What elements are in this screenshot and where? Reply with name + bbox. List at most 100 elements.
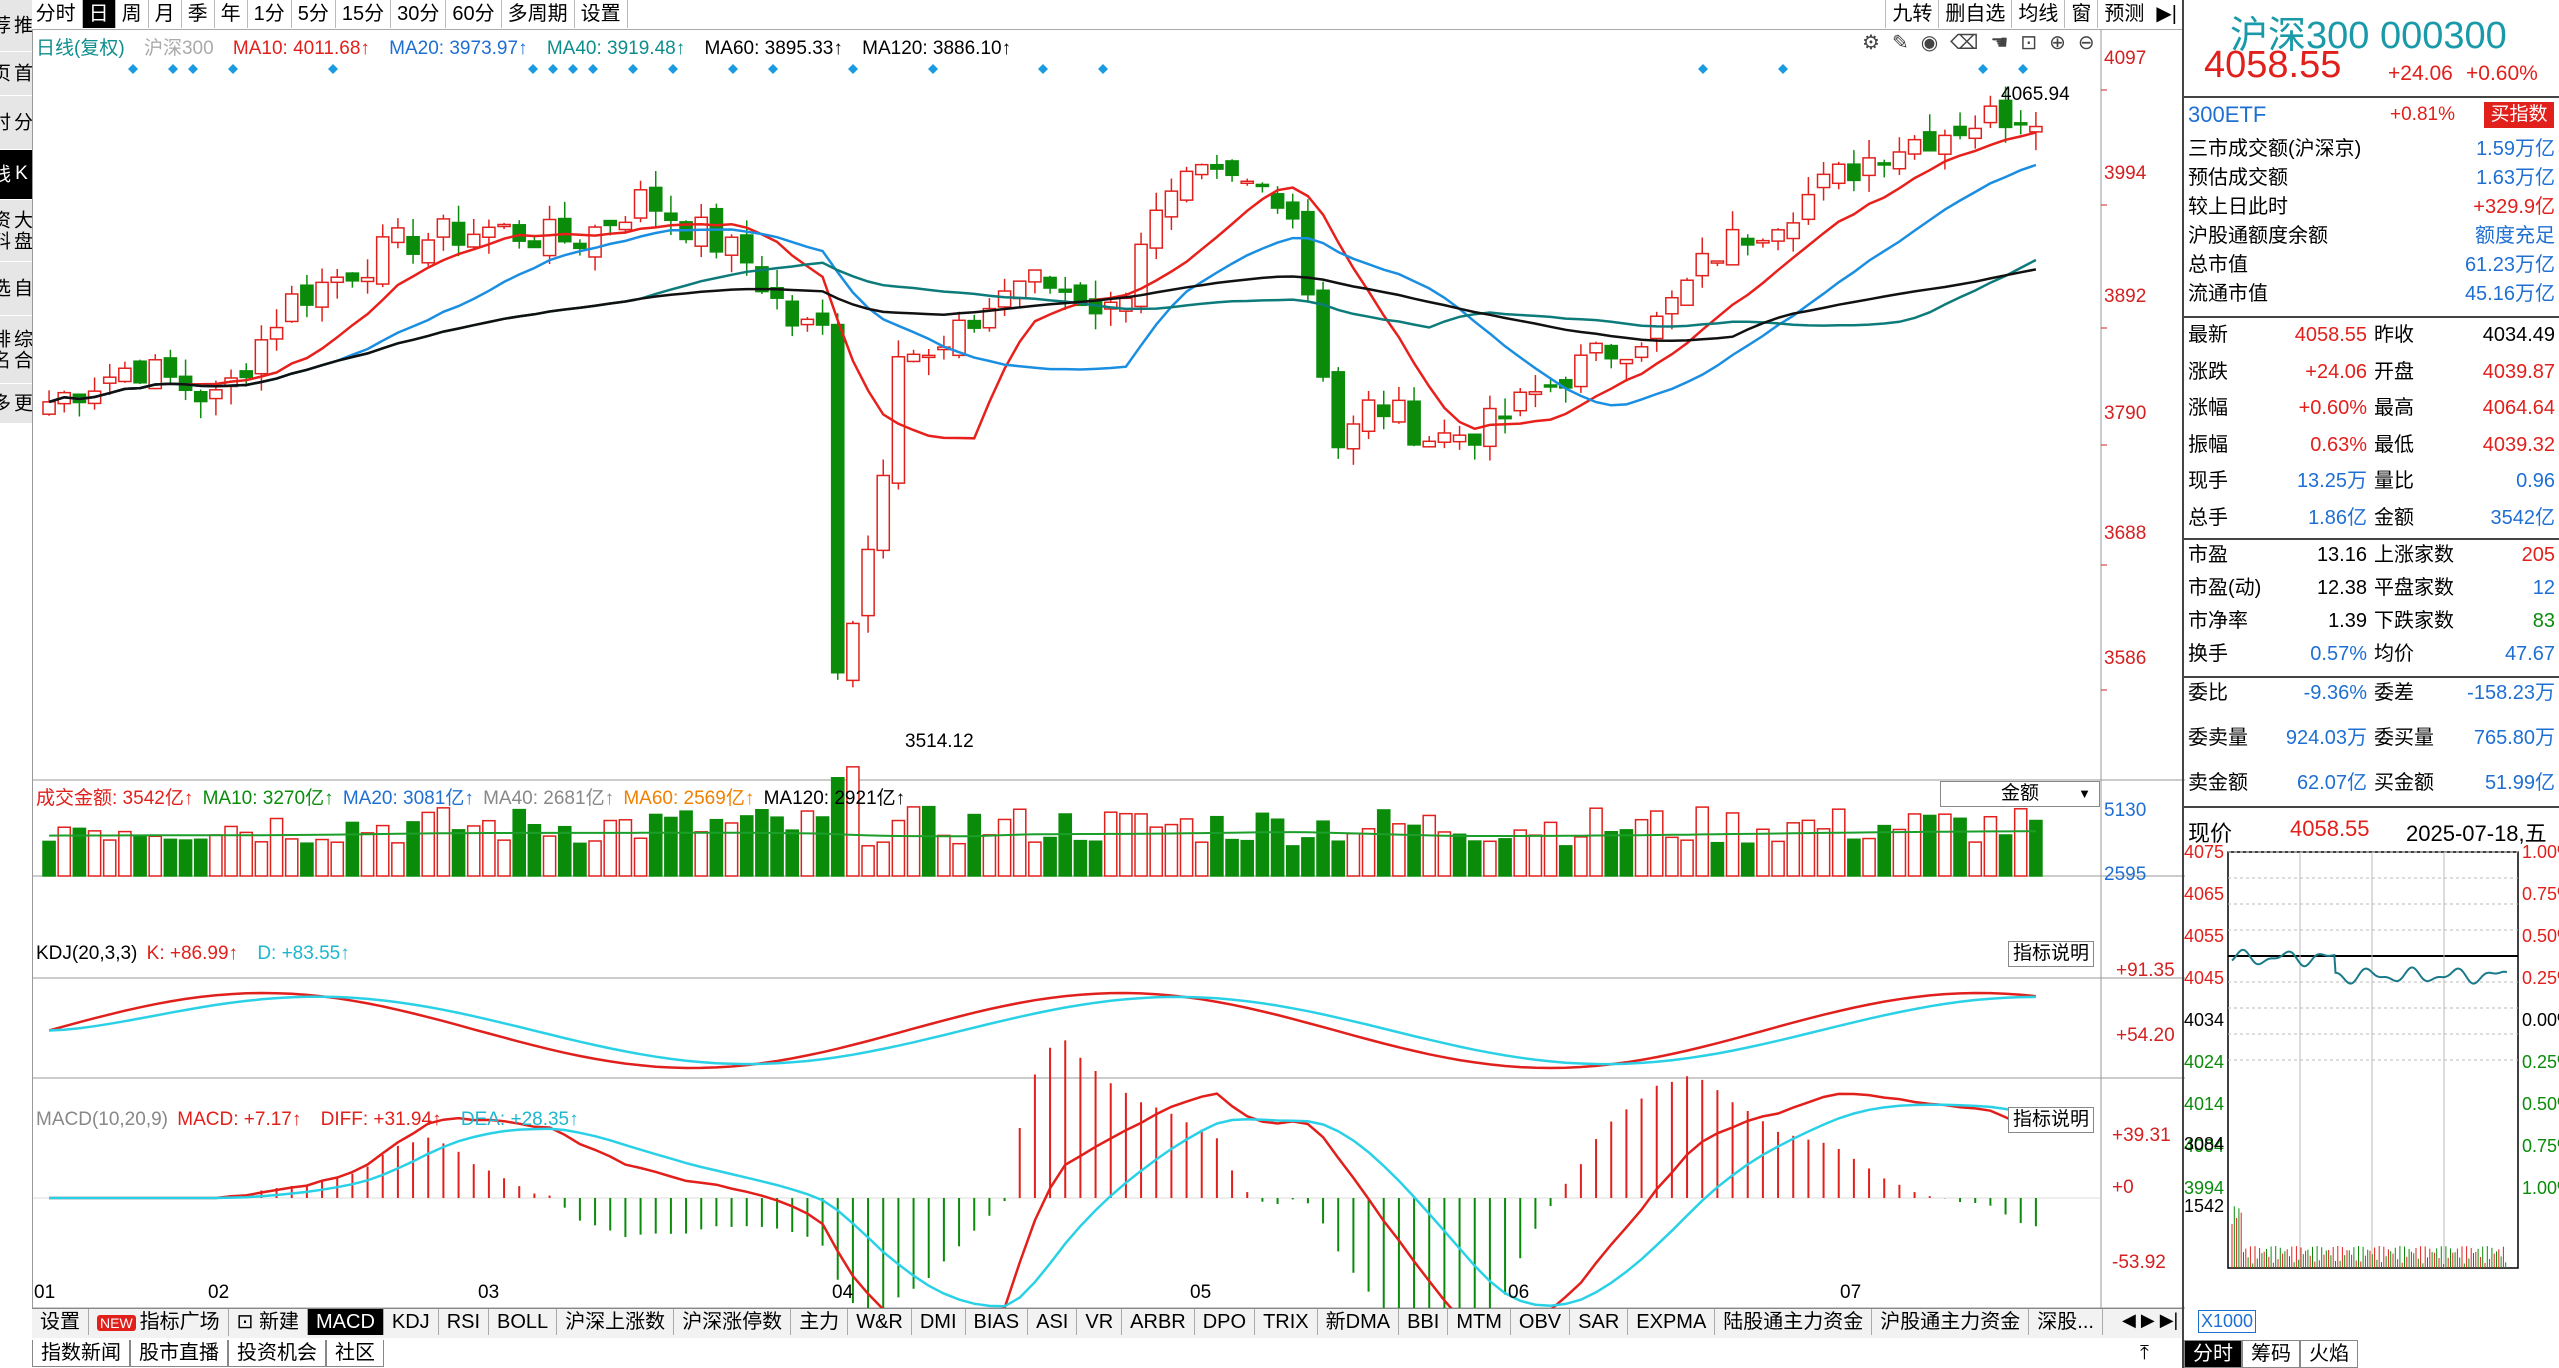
- indicator-tab-8[interactable]: 沪深涨停数: [674, 1309, 792, 1335]
- buy-index-button[interactable]: 买指数: [2484, 102, 2554, 128]
- period-tab-7[interactable]: 5分: [292, 0, 336, 28]
- period-tab-10[interactable]: 60分: [446, 0, 502, 28]
- period-tab-0[interactable]: 分时: [30, 0, 83, 28]
- month-label: 01: [34, 1282, 56, 1303]
- period-tab-2[interactable]: 周: [116, 0, 149, 28]
- indicator-tab-6[interactable]: BOLL: [489, 1309, 558, 1335]
- tool-tab-2[interactable]: 均线: [2011, 0, 2064, 28]
- indicator-tab-10[interactable]: W&R: [848, 1309, 912, 1335]
- eye-icon[interactable]: ◉: [1920, 32, 1951, 54]
- indicator-tab-9[interactable]: 主力: [791, 1309, 849, 1335]
- indicator-tab-24[interactable]: 陆股通主力资金: [1715, 1309, 1873, 1335]
- scroll-left-icon[interactable]: ◀: [2122, 1310, 2136, 1330]
- period-tab-9[interactable]: 30分: [391, 0, 447, 28]
- period-tab-11[interactable]: 多周期: [502, 0, 575, 28]
- indicator-tab-12[interactable]: BIAS: [966, 1309, 1029, 1335]
- indicator-tab-19[interactable]: BBI: [1399, 1309, 1449, 1335]
- candle-body: [1407, 400, 1421, 446]
- indicator-tab-15[interactable]: ARBR: [1122, 1309, 1195, 1335]
- kdj-help-button[interactable]: 指标说明: [2008, 941, 2094, 967]
- candle-body: [148, 359, 163, 390]
- intraday-mini-chart[interactable]: 4075 4065 4055 4045 4034 4024 4014 4004 3994 1.00…: [2182, 842, 2559, 1348]
- side-tab-1[interactable]: 首页: [0, 52, 32, 96]
- stat-label: 总市值: [2188, 254, 2248, 276]
- candle-body: [1801, 193, 1816, 221]
- indicator-tab-17[interactable]: TRIX: [1255, 1309, 1318, 1335]
- footer-tab-0[interactable]: 指数新闻: [32, 1340, 130, 1367]
- indicator-tab-25[interactable]: 沪股通主力资金: [1872, 1309, 2030, 1335]
- tool-tab-0[interactable]: 九转: [1885, 0, 1938, 28]
- mini-tab-2[interactable]: 火焰: [2300, 1340, 2358, 1368]
- settings-icon[interactable]: ⚙: [1862, 32, 1892, 54]
- indicator-tab-3[interactable]: MACD: [308, 1309, 384, 1335]
- etf-name[interactable]: 300ETF: [2188, 102, 2267, 127]
- candle-body: [1619, 358, 1634, 365]
- pen-icon[interactable]: ✎: [1891, 32, 1921, 54]
- indicator-tab-26[interactable]: 深股...: [2029, 1309, 2103, 1335]
- indicator-tab-14[interactable]: VR: [1077, 1309, 1123, 1335]
- indicator-tab-13[interactable]: ASI: [1028, 1309, 1078, 1335]
- tool-tab-1[interactable]: 删自选: [1938, 0, 2011, 28]
- side-tab-2[interactable]: 分时图: [0, 96, 32, 150]
- candle-body: [1756, 239, 1770, 244]
- macd-help-button[interactable]: 指标说明: [2008, 1107, 2094, 1133]
- indicator-tab-label: 新DMA: [1325, 1311, 1391, 1333]
- period-tab-1[interactable]: 日: [82, 0, 116, 28]
- indicator-tab-5[interactable]: RSI: [439, 1309, 490, 1335]
- side-tab-7[interactable]: 更多: [0, 384, 32, 424]
- side-tab-5[interactable]: 自选股: [0, 262, 32, 316]
- hand-icon[interactable]: ☚: [1990, 32, 2021, 54]
- period-tab-4[interactable]: 季: [182, 0, 215, 28]
- indicator-tab-2[interactable]: ⊡ 新建: [229, 1309, 308, 1335]
- candle-body: [1983, 105, 1998, 124]
- volume-selector[interactable]: 金额 ▼: [1940, 781, 2100, 807]
- indicator-tab-label: ARBR: [1130, 1311, 1186, 1333]
- indicator-tab-23[interactable]: EXPMA: [1628, 1309, 1716, 1335]
- mini-tab-0[interactable]: 分时: [2184, 1340, 2242, 1368]
- scroll-right-icon[interactable]: ▶: [2140, 1310, 2155, 1330]
- mini-zoom[interactable]: X1000: [2198, 1310, 2257, 1333]
- indicator-tab-7[interactable]: 沪深上涨数: [557, 1309, 675, 1335]
- signal-diamond-icon: [1978, 64, 1988, 74]
- zoom-in-icon[interactable]: ⊕: [2049, 32, 2078, 54]
- tool-tab-3[interactable]: 窗: [2064, 0, 2097, 28]
- indicator-tab-0[interactable]: 设置: [32, 1309, 89, 1335]
- footer-tab-1[interactable]: 股市直播: [130, 1340, 228, 1367]
- indicator-tab-22[interactable]: SAR: [1570, 1309, 1629, 1335]
- candle-body: [360, 276, 375, 283]
- volume-bar: [163, 838, 178, 877]
- mini-tab-1[interactable]: 筹码: [2242, 1340, 2300, 1368]
- expand-right-icon[interactable]: ▶|: [2150, 0, 2184, 28]
- volume-bar: [1270, 818, 1285, 877]
- side-tab-3[interactable]: K线图: [0, 150, 32, 200]
- indicator-tab-20[interactable]: MTM: [1448, 1309, 1511, 1335]
- side-tab-6[interactable]: 综合排名: [0, 316, 32, 384]
- lock-icon[interactable]: ⊡: [2020, 32, 2050, 54]
- indicator-tab-21[interactable]: OBV: [1511, 1309, 1571, 1335]
- expand-right-icon[interactable]: ▶|: [2159, 1310, 2179, 1330]
- indicator-tab-1[interactable]: NEW 指标广场: [89, 1309, 229, 1336]
- indicator-tab-16[interactable]: DPO: [1195, 1309, 1256, 1335]
- side-tab-0[interactable]: 推荐: [0, 0, 32, 52]
- scroll-top-icon[interactable]: ⤒: [2140, 1342, 2149, 1364]
- volume-bar: [1604, 830, 1619, 877]
- footer-tab-3[interactable]: 社区: [326, 1340, 384, 1367]
- period-tab-6[interactable]: 1分: [248, 0, 292, 28]
- quote-row: 市盈(动) 12.38 平盘家数 12: [2184, 573, 2559, 603]
- period-tab-12[interactable]: 设置: [575, 0, 628, 28]
- side-tab-4[interactable]: 大盘资料: [0, 200, 32, 262]
- tool-tab-4[interactable]: 预测: [2097, 0, 2150, 28]
- trash-icon[interactable]: ⌫: [1950, 32, 1991, 54]
- candle-body: [1665, 296, 1679, 315]
- indicator-tab-18[interactable]: 新DMA: [1318, 1309, 1400, 1335]
- period-tab-3[interactable]: 月: [149, 0, 182, 28]
- period-tab-5[interactable]: 年: [215, 0, 248, 28]
- period-tab-8[interactable]: 15分: [336, 0, 392, 28]
- kline-chart[interactable]: [33, 30, 2185, 1328]
- indicator-tab-4[interactable]: KDJ: [384, 1309, 439, 1335]
- zoom-out-icon[interactable]: ⊖: [2077, 32, 2107, 54]
- volume-bar: [997, 818, 1012, 877]
- footer-tab-2[interactable]: 投资机会: [228, 1340, 326, 1367]
- quote-label: 委卖量: [2188, 727, 2248, 749]
- indicator-tab-11[interactable]: DMI: [912, 1309, 966, 1335]
